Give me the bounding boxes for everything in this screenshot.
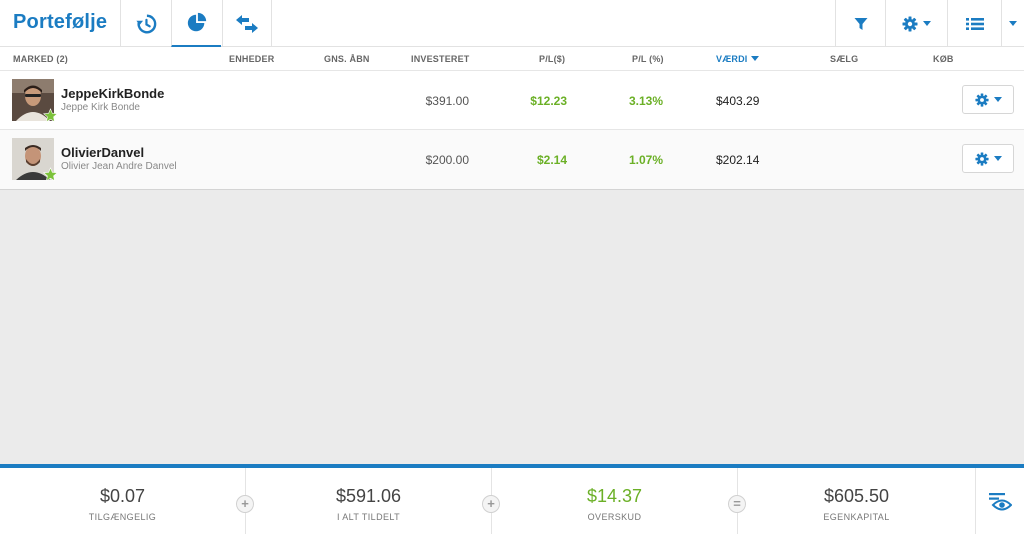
star-icon <box>43 167 58 182</box>
sort-desc-icon <box>750 56 759 61</box>
toggle-visibility-button[interactable] <box>976 468 1024 534</box>
equity-label: EGENKAPITAL <box>823 512 890 522</box>
invested-value: $200.00 <box>425 153 469 167</box>
available-amount: $0.07 <box>99 486 146 506</box>
pl-pct-value: 1.07% <box>628 153 663 167</box>
table-row[interactable]: OlivierDanvel Olivier Jean Andre Danvel … <box>0 130 1024 189</box>
column-invested[interactable]: INVESTERET <box>411 54 470 64</box>
profit-amount: $14.37 <box>586 486 643 506</box>
row-settings-button[interactable] <box>962 144 1014 173</box>
value-amount: $202.14 <box>716 153 760 167</box>
caret-down-icon <box>993 156 1002 161</box>
gear-icon <box>974 151 989 166</box>
pl-usd-value: $12.23 <box>530 94 567 108</box>
summary-available: $0.07 TILGÆNGELIG <box>0 468 245 534</box>
equity-amount: $605.50 <box>823 486 890 506</box>
gear-icon <box>902 16 918 31</box>
caret-down-icon <box>993 97 1002 102</box>
column-pl-pct[interactable]: P/L (%) <box>632 54 664 64</box>
table-header: MARKED (2) ENHEDER GNS. ÅBN INVESTERET P… <box>0 47 1024 71</box>
allocated-amount: $591.06 <box>335 486 402 506</box>
list-view-button[interactable] <box>947 0 1001 47</box>
history-icon <box>135 14 156 33</box>
value-amount: $403.29 <box>716 94 760 108</box>
summary-profit: $14.37 OVERSKUD <box>492 468 737 534</box>
equals-icon: = <box>728 495 746 513</box>
row-settings-button[interactable] <box>962 85 1014 114</box>
gear-icon <box>974 92 989 107</box>
column-avg-open[interactable]: GNS. ÅBN <box>324 54 370 64</box>
trader-username[interactable]: OlivierDanvel <box>61 145 145 160</box>
pie-chart-icon <box>187 12 206 31</box>
portfolio-table: MARKED (2) ENHEDER GNS. ÅBN INVESTERET P… <box>0 47 1024 190</box>
column-value[interactable]: VÆRDI <box>716 54 759 64</box>
pl-pct-value: 3.13% <box>628 94 663 108</box>
available-label: TILGÆNGELIG <box>88 512 157 522</box>
tab-trades[interactable] <box>222 0 272 47</box>
swap-arrows-icon <box>236 14 258 33</box>
pl-usd-value: $2.14 <box>536 153 567 167</box>
invested-value: $391.00 <box>425 94 469 108</box>
column-market[interactable]: MARKED (2) <box>13 54 68 64</box>
column-value-label: VÆRDI <box>716 54 748 64</box>
eye-icon <box>989 493 1012 511</box>
divider <box>975 468 976 534</box>
star-icon <box>43 108 58 123</box>
trader-fullname: Olivier Jean Andre Danvel <box>61 161 177 172</box>
settings-dropdown-button[interactable] <box>885 0 947 47</box>
more-dropdown-button[interactable] <box>1001 0 1024 47</box>
chevron-down-icon <box>1009 21 1017 26</box>
list-icon <box>965 17 984 30</box>
plus-icon: + <box>236 495 254 513</box>
trader-fullname: Jeppe Kirk Bonde <box>61 102 140 113</box>
account-summary-bar: $0.07 TILGÆNGELIG + $591.06 I ALT TILDEL… <box>0 464 1024 534</box>
caret-down-icon <box>923 21 931 26</box>
column-units[interactable]: ENHEDER <box>229 54 275 64</box>
summary-equity: $605.50 EGENKAPITAL <box>738 468 975 534</box>
trader-username[interactable]: JeppeKirkBonde <box>61 86 165 101</box>
filter-button[interactable] <box>835 0 885 47</box>
page-title: Portefølje <box>13 11 108 33</box>
allocated-label: I ALT TILDELT <box>336 512 401 522</box>
column-sell[interactable]: SÆLG <box>830 54 859 64</box>
summary-allocated: $591.06 I ALT TILDELT <box>246 468 491 534</box>
tab-portfolio[interactable] <box>171 0 221 47</box>
filter-icon <box>854 17 867 30</box>
plus-icon: + <box>482 495 500 513</box>
column-pl-usd[interactable]: P/L($) <box>539 54 566 64</box>
table-row[interactable]: JeppeKirkBonde Jeppe Kirk Bonde $391.00 … <box>0 71 1024 130</box>
top-bar: Portefølje <box>0 0 1024 47</box>
profit-label: OVERSKUD <box>587 512 642 522</box>
tab-history[interactable] <box>120 0 170 47</box>
column-buy[interactable]: KØB <box>933 54 954 64</box>
